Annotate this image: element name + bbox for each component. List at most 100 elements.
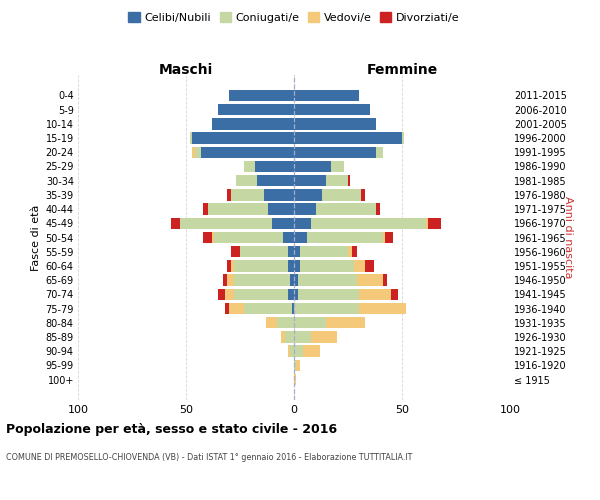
Bar [426, 218, 428, 229]
Bar [355, 260, 365, 272]
Bar [212, 118, 294, 130]
Bar [212, 232, 214, 243]
Bar [352, 246, 356, 258]
Bar [281, 331, 286, 342]
Bar [290, 346, 294, 357]
Bar [203, 204, 208, 215]
Bar [383, 274, 387, 286]
Bar [193, 146, 194, 158]
Bar [296, 360, 301, 371]
Bar [294, 303, 359, 314]
Bar [294, 146, 376, 158]
Bar [244, 303, 292, 314]
Bar [316, 204, 376, 215]
Bar [348, 175, 350, 186]
Bar [311, 331, 337, 342]
Bar [277, 317, 294, 328]
Bar [292, 303, 294, 314]
Bar [376, 204, 380, 215]
Bar [227, 189, 232, 200]
Bar [190, 132, 193, 143]
Bar [255, 161, 294, 172]
Bar [294, 374, 296, 385]
Bar [301, 246, 348, 258]
Bar [391, 288, 398, 300]
Bar [294, 104, 370, 116]
Bar [311, 218, 426, 229]
Bar [302, 346, 320, 357]
Bar [294, 204, 316, 215]
Text: COMUNE DI PREMOSELLO-CHIOVENDA (VB) - Dati ISTAT 1° gennaio 2016 - Elaborazione : COMUNE DI PREMOSELLO-CHIOVENDA (VB) - Da… [6, 452, 412, 462]
Bar [294, 118, 376, 130]
Bar [257, 175, 294, 186]
Bar [203, 232, 212, 243]
Bar [376, 146, 383, 158]
Bar [307, 232, 383, 243]
Bar [286, 331, 294, 342]
Bar [232, 246, 240, 258]
Bar [294, 189, 322, 200]
Text: Maschi: Maschi [159, 63, 213, 77]
Bar [287, 246, 294, 258]
Bar [218, 288, 225, 300]
Bar [287, 346, 290, 357]
Bar [218, 104, 294, 116]
Bar [326, 175, 348, 186]
Bar [290, 274, 294, 286]
Y-axis label: Fasce di età: Fasce di età [31, 204, 41, 270]
Bar [283, 232, 294, 243]
Bar [236, 175, 257, 186]
Bar [225, 288, 233, 300]
Bar [240, 246, 287, 258]
Bar [208, 204, 268, 215]
Bar [232, 260, 233, 272]
Bar [294, 90, 359, 101]
Bar [266, 317, 277, 328]
Bar [383, 232, 385, 243]
Legend: Celibi/Nubili, Coniugati/e, Vedovi/e, Divorziati/e: Celibi/Nubili, Coniugati/e, Vedovi/e, Di… [124, 8, 464, 28]
Bar [171, 218, 179, 229]
Bar [385, 232, 394, 243]
Bar [348, 246, 352, 258]
Bar [193, 132, 294, 143]
Bar [201, 146, 294, 158]
Bar [233, 288, 287, 300]
Bar [322, 189, 361, 200]
Text: Femmine: Femmine [367, 63, 437, 77]
Bar [361, 189, 365, 200]
Bar [229, 303, 244, 314]
Bar [294, 274, 298, 286]
Bar [233, 274, 290, 286]
Bar [294, 232, 307, 243]
Bar [268, 204, 294, 215]
Bar [194, 146, 201, 158]
Bar [301, 260, 355, 272]
Bar [402, 132, 404, 143]
Bar [359, 303, 406, 314]
Bar [294, 132, 402, 143]
Bar [227, 274, 233, 286]
Bar [227, 260, 232, 272]
Bar [294, 360, 296, 371]
Bar [244, 161, 255, 172]
Bar [359, 288, 391, 300]
Bar [365, 260, 374, 272]
Bar [179, 218, 272, 229]
Text: Popolazione per età, sesso e stato civile - 2016: Popolazione per età, sesso e stato civil… [6, 422, 337, 436]
Bar [294, 346, 302, 357]
Bar [287, 260, 294, 272]
Bar [264, 189, 294, 200]
Y-axis label: Anni di nascita: Anni di nascita [563, 196, 572, 279]
Bar [294, 331, 311, 342]
Bar [326, 317, 365, 328]
Bar [233, 260, 287, 272]
Bar [294, 260, 301, 272]
Bar [298, 288, 359, 300]
Bar [294, 218, 311, 229]
Bar [294, 161, 331, 172]
Bar [294, 288, 298, 300]
Bar [356, 274, 383, 286]
Bar [428, 218, 441, 229]
Bar [331, 161, 344, 172]
Bar [272, 218, 294, 229]
